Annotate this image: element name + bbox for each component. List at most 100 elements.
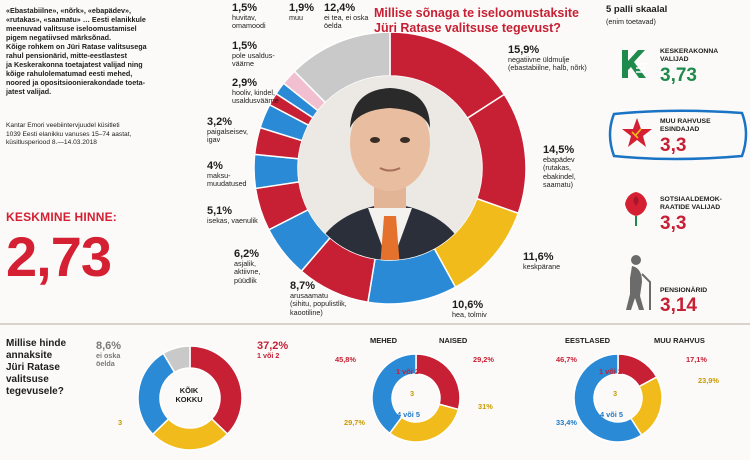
party-name-line: MUU RAHVUSE [660, 118, 711, 125]
label-maksu: 4% maksu-muudatused [207, 160, 247, 189]
mehed-yellow-value: 29,7% [344, 418, 365, 427]
intro-line: meenuvad valitsuse iseloomustamisel [6, 24, 137, 33]
label-pct: 14,5% [543, 144, 575, 156]
party-score-sde: 3,3 [660, 213, 687, 234]
label-text: pole usaldus- [232, 51, 275, 60]
center-1v2: 1 või 2 [396, 367, 420, 376]
section-divider [0, 323, 750, 325]
label-text: asjalik, [234, 259, 256, 268]
group-eestlased: EESTLASED [565, 336, 611, 345]
label-asjalik: 6,2% asjalik, aktiivne, püüdlik [234, 248, 260, 285]
label-text: muudatused [207, 179, 247, 189]
label-text: püüdlik [234, 275, 257, 285]
label-text: huvitav, [232, 13, 257, 22]
main-donut-chart [253, 31, 527, 305]
label-text: isekas, vaenulik [207, 216, 258, 225]
intro-line: «rutakas», «saamatu» … Eesti elanikkule [6, 15, 146, 24]
label-hea: 10,6% hea, tolmiv [452, 299, 487, 319]
label-pct: 11,6% [523, 251, 554, 263]
question-2: Millise hinde annaksite Jüri Ratase vali… [6, 338, 126, 398]
label-dk-total: 8,6% ei oska öelda [96, 340, 121, 369]
label-text: muu [289, 13, 303, 22]
nationality-donut-chart [573, 353, 663, 443]
label-pct: 2,9% [232, 77, 258, 89]
label-text: väärne [232, 59, 254, 69]
donut-slice-naised-blue [371, 353, 417, 435]
label-pct: 12,4% [324, 2, 356, 14]
donut-slice-naised-red [415, 353, 461, 411]
center-1v2-b: 1 või 2 [599, 367, 623, 376]
party-name-line: RAATIDE VALIJAD [660, 204, 721, 211]
rose-icon [625, 192, 647, 226]
donut-slice-main-7 [253, 153, 300, 190]
eest-red-value: 46,7% [556, 355, 577, 364]
label-text: paigalseisev, [207, 127, 249, 136]
label-arusaamatu: 8,7% arusaamatu (sihitu, populistlik, kaoot… [290, 280, 347, 317]
label-pct: 15,9% [508, 44, 540, 56]
eest-blue-value: 33,4% [556, 418, 577, 427]
label-paigalseisev: 3,2% paigalseisev, igav [207, 116, 248, 145]
label-hooliv: 2,9% hooliv, kindel, usaldusväärne [232, 77, 279, 106]
muu-yellow-value: 23,9% [698, 376, 719, 385]
source-line: 1039 Eesti elanikku vanuses 15–74 aastat… [6, 130, 132, 138]
group-naised: NAISED [439, 336, 468, 345]
label-negatiivne: 15,9% negatiivne üldmulje (ebastabiilne, h… [508, 44, 587, 73]
center-4v5-b: 4 või 5 [600, 410, 624, 419]
label-pct: 3,2% [207, 116, 233, 128]
chart-title-line: Jüri Ratase valitsuse tegevust? [374, 21, 561, 35]
intro-line: noored ja opositsioonierakondade toeta- [6, 78, 145, 87]
label-text: ei tea, ei oska [324, 13, 369, 22]
label-text: omamoodi [232, 21, 266, 31]
scale-subtitle: (enim toetavad) [606, 17, 656, 26]
intro-line: «Ebastabiilne», «nõrk», «ebapädev», [6, 6, 132, 15]
average-label: KESKMINE HINNE: [6, 210, 118, 224]
label-text: arusaamatu [290, 291, 328, 300]
label-text: igav [207, 135, 221, 145]
average-value: 2,73 [6, 225, 112, 288]
portrait-photo [298, 76, 482, 260]
party-name-line: KESKERAKONNA [660, 48, 719, 55]
label-pct: 1,5% [232, 40, 258, 52]
question-line: Jüri Ratase [6, 362, 60, 373]
scale-title: 5 palli skaalal [606, 4, 668, 15]
label-text: (ebastabiilne, halb, nõrk) [508, 63, 587, 73]
label-text: (rutakas, [543, 163, 571, 173]
label-pct: 5,1% [207, 205, 233, 217]
label-text: keskpärane [523, 262, 561, 271]
center-line: KOKKU [175, 395, 203, 404]
party-score-pension: 3,14 [660, 295, 697, 316]
label-text: 1 või 2 [257, 351, 280, 360]
party-score-muu: 3,3 [660, 135, 687, 156]
intro-line: pigem negatiivsed märksõnad. [6, 33, 112, 42]
label-muu: 1,9% muu [289, 2, 314, 22]
label-pct: 8,7% [290, 280, 316, 292]
chart-title: Millise sõnaga te iseloomustaksite Jüri … [374, 6, 604, 36]
highlight-ring [608, 109, 748, 161]
naised-yellow-value: 31% [478, 402, 493, 411]
label-pct: 8,6% [96, 340, 122, 352]
party-name-pension: PENSIONÄRID [660, 287, 707, 295]
source-line: küsitlusperiood 8.—14.03.2018 [6, 139, 97, 147]
center-line: KÕIK [179, 386, 199, 395]
center-3: 3 [410, 389, 415, 398]
intro-line: Kõige rohkem on Jüri Ratase valitsusega [6, 42, 147, 51]
question-line: annaksite [6, 350, 53, 361]
label-text: saamatu) [543, 179, 573, 189]
donut-slice-grey [162, 345, 191, 374]
label-yellow-total: 3 [118, 418, 123, 427]
label-text: ebapädev [543, 155, 575, 164]
group-mehed: MEHED [370, 336, 398, 345]
label-pole-usaldus: 1,5% pole usaldus-väärne [232, 40, 275, 69]
intro-line: rahul pensionärid, mitte-eestlastest [6, 51, 128, 60]
gender-donut-chart [371, 353, 461, 443]
label-text: maksu- [207, 171, 231, 180]
label-text: hooliv, kindel, [232, 88, 276, 97]
label-text: usaldusväärne [232, 96, 279, 106]
label-keskparane: 11,6% keskpärane [523, 251, 560, 271]
party-name-sde: SOTSIAALDEMOK- RAATIDE VALIJAD [660, 196, 722, 212]
label-ei-tea: 12,4% ei tea, ei oska öelda [324, 2, 368, 31]
label-red-total: 37,2% 1 või 2 [257, 340, 288, 360]
intro-text: «Ebastabiilne», «nõrk», «ebapädev», «rut… [6, 6, 176, 96]
label-text: aktiivne, [234, 267, 261, 277]
label-text: (sihitu, populistlik, [290, 299, 347, 309]
